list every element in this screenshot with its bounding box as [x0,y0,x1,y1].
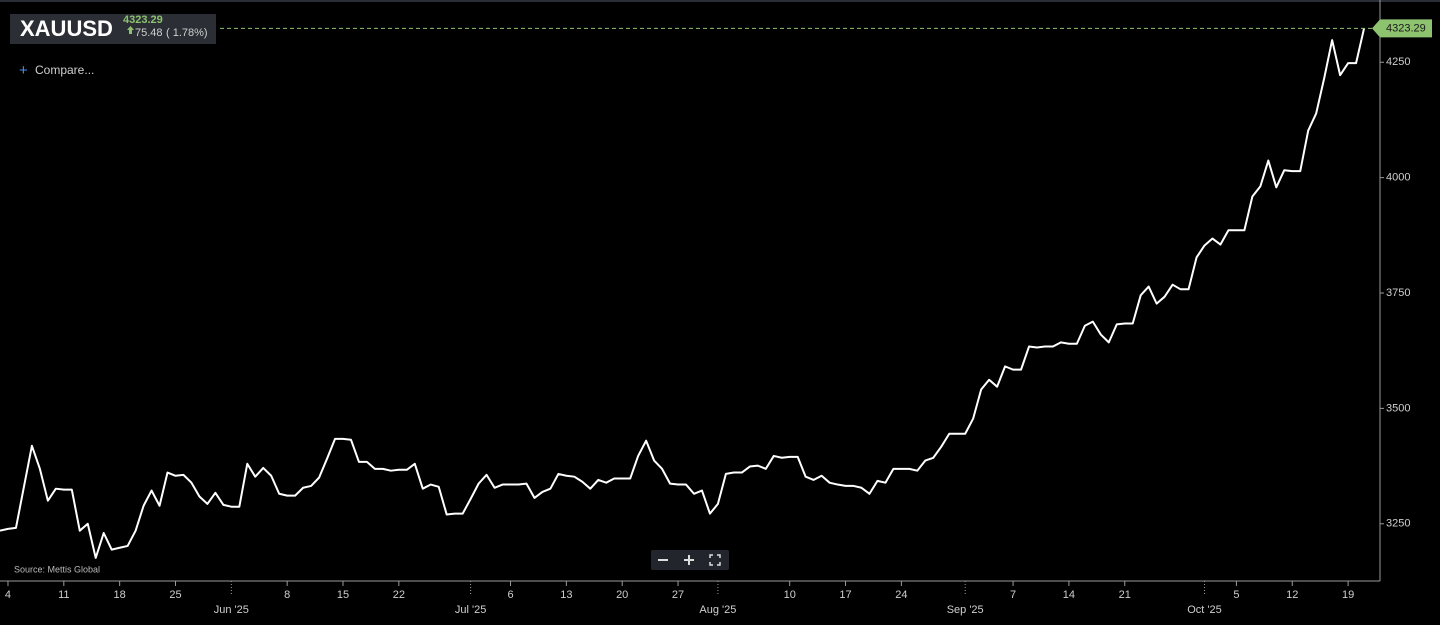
x-tick-label: 25 [169,589,181,601]
x-tick-label: 10 [784,589,796,601]
x-tick-label: 24 [895,589,907,601]
x-tick-label: 18 [114,589,126,601]
zoom-in[interactable] [684,555,694,565]
x-tick-label: 17 [839,589,851,601]
fullscreen[interactable] [709,554,721,566]
x-tick-label: Aug '25 [699,604,736,616]
x-tick-label: Oct '25 [1187,604,1222,616]
symbol: XAUUSD [20,16,113,41]
y-tick-label: 3250 [1386,518,1410,530]
y-tick-label: 3500 [1386,402,1410,414]
x-tick-label: Jun '25 [214,604,249,616]
change: 75.48 [135,27,163,39]
up-arrow [127,26,134,34]
x-tick-label: Sep '25 [947,604,984,616]
y-tick-label: 4000 [1386,172,1410,184]
x-tick-label: 4 [5,589,11,601]
compare-plus[interactable]: + [19,62,28,79]
x-tick-label: 15 [337,589,349,601]
last-price-label: 4323.29 [1386,22,1426,34]
x-tick-label: 12 [1286,589,1298,601]
x-tick-label: 22 [393,589,405,601]
x-tick-label: 19 [1342,589,1354,601]
x-tick-label: 27 [672,589,684,601]
y-tick-label: 3750 [1386,287,1410,299]
x-tick-label: 14 [1063,589,1075,601]
x-tick-label: 5 [1233,589,1239,601]
symbol-box [10,14,216,44]
y-tick-label: 4250 [1386,56,1410,68]
x-tick-label: 13 [560,589,572,601]
last-price: 4323.29 [123,14,163,26]
x-tick-label: 11 [58,589,69,601]
last-price-tag [1372,19,1432,38]
x-tick-label: 21 [1119,589,1131,601]
x-tick-label: 8 [284,589,290,601]
compare[interactable]: Compare... [35,63,94,77]
x-tick-label: 20 [616,589,628,601]
change-percent: ( 1.78%) [166,27,208,39]
x-tick-label: Jul '25 [455,604,486,616]
source: Source: Mettis Global [14,564,100,574]
x-tick-label: 7 [1010,589,1016,601]
price-line [0,28,1366,559]
x-tick-label: 6 [507,589,513,601]
